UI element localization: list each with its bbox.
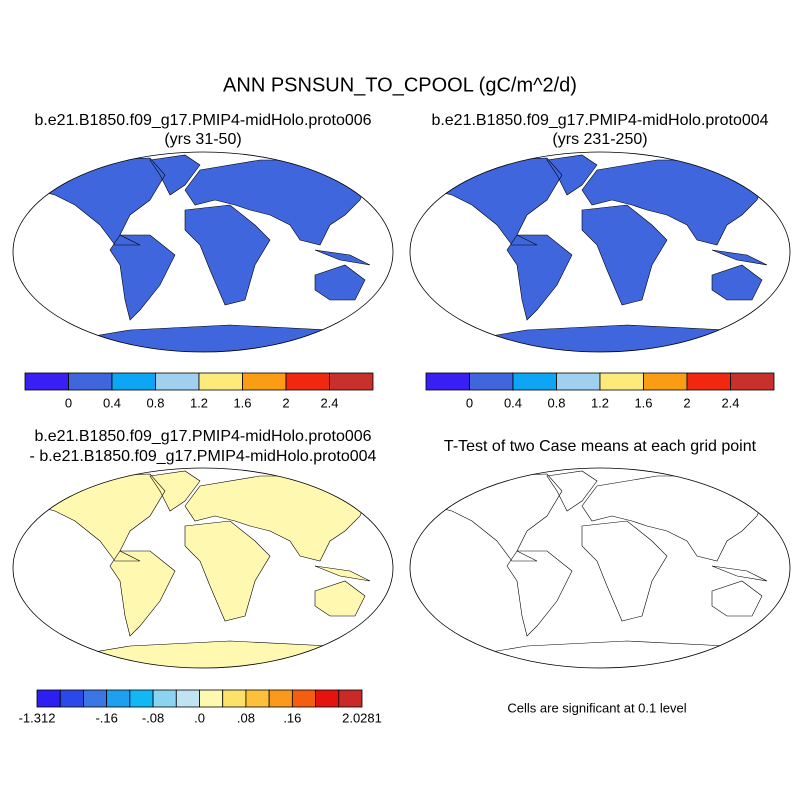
color-box bbox=[599, 372, 644, 391]
color-box bbox=[83, 689, 108, 708]
color-box bbox=[59, 689, 84, 708]
colorbar-label: 0.8 bbox=[547, 395, 565, 410]
figure-title: ANN PSNSUN_TO_CPOOL (gC/m^2/d) bbox=[223, 74, 577, 96]
color-box bbox=[338, 689, 363, 708]
color-box bbox=[24, 372, 69, 391]
color-box bbox=[285, 372, 330, 391]
color-box bbox=[152, 689, 177, 708]
colorbar-label: 2.4 bbox=[721, 395, 739, 410]
panel-title: b.e21.B1850.f09_g17.PMIP4-midHolo.proto0… bbox=[431, 112, 768, 129]
color-box bbox=[643, 372, 688, 391]
color-box bbox=[425, 372, 470, 391]
map bbox=[12, 151, 394, 353]
panel-title: b.e21.B1850.f09_g17.PMIP4-midHolo.proto0… bbox=[34, 428, 371, 445]
significance-note: Cells are significant at 0.1 level bbox=[507, 700, 686, 715]
colorbar-label: .16 bbox=[283, 710, 301, 725]
color-box bbox=[129, 689, 154, 708]
map bbox=[12, 467, 394, 669]
color-box bbox=[222, 689, 247, 708]
color-box bbox=[291, 689, 316, 708]
colorbar-label: .0 bbox=[194, 710, 205, 725]
color-box bbox=[175, 689, 200, 708]
color-box bbox=[111, 372, 156, 391]
colorbar-label: 0.4 bbox=[103, 395, 121, 410]
panel-subtitle: - b.e21.B1850.f09_g17.PMIP4-midHolo.prot… bbox=[30, 448, 377, 465]
color-box bbox=[68, 372, 113, 391]
color-box bbox=[512, 372, 557, 391]
panel-subtitle: (yrs 31-50) bbox=[164, 131, 241, 148]
colorbar-label: 0.8 bbox=[146, 395, 164, 410]
color-box bbox=[155, 372, 200, 391]
panel-title: T-Test of two Case means at each grid po… bbox=[444, 438, 757, 455]
color-box bbox=[106, 689, 131, 708]
colorbar-label: 2.4 bbox=[320, 395, 338, 410]
color-box bbox=[242, 372, 287, 391]
color-box bbox=[199, 689, 224, 708]
colorbar-label: 0 bbox=[65, 395, 72, 410]
colorbar-label: 1.2 bbox=[190, 395, 208, 410]
color-box bbox=[36, 689, 61, 708]
color-box bbox=[469, 372, 514, 391]
color-box bbox=[329, 372, 374, 391]
map bbox=[409, 151, 791, 353]
color-box bbox=[556, 372, 601, 391]
color-box bbox=[730, 372, 775, 391]
colorbar-label: 0 bbox=[466, 395, 473, 410]
colorbar-label: -.08 bbox=[142, 710, 164, 725]
color-box bbox=[315, 689, 340, 708]
colorbar-label: 1.6 bbox=[634, 395, 652, 410]
colorbar-label: -1.312 bbox=[19, 710, 56, 725]
colorbar-label: 2.0281 bbox=[342, 710, 382, 725]
colorbar-label: 1.6 bbox=[233, 395, 251, 410]
colorbar-label: 1.2 bbox=[591, 395, 609, 410]
colorbar-label: -.16 bbox=[95, 710, 117, 725]
color-box bbox=[686, 372, 731, 391]
colorbar-label: 2 bbox=[683, 395, 690, 410]
colorbar-label: 0.4 bbox=[504, 395, 522, 410]
panel-subtitle: (yrs 231-250) bbox=[552, 131, 647, 148]
map bbox=[409, 467, 791, 669]
colorbar-label: 2 bbox=[282, 395, 289, 410]
color-box bbox=[198, 372, 243, 391]
colorbar-label: .08 bbox=[237, 710, 255, 725]
panel-title: b.e21.B1850.f09_g17.PMIP4-midHolo.proto0… bbox=[34, 112, 371, 129]
color-box bbox=[268, 689, 293, 708]
color-box bbox=[245, 689, 270, 708]
